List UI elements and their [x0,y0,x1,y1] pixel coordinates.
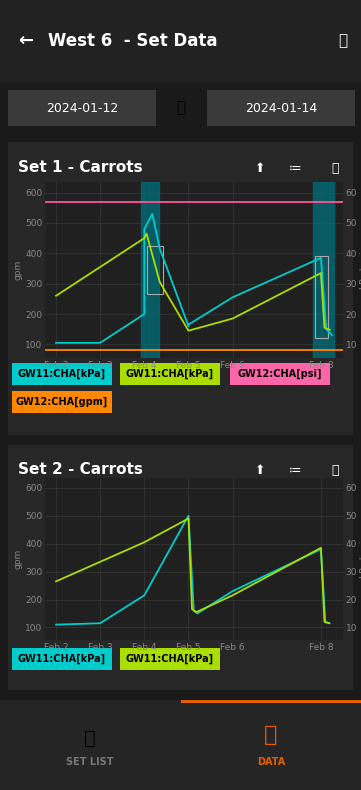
Text: 2024-01-12: 2024-01-12 [46,101,118,115]
Bar [313,182,334,358]
Text: SET LIST: SET LIST [66,757,114,767]
Bar [230,363,330,385]
Text: West 6  - Set Data: West 6 - Set Data [48,32,217,50]
Bar [315,256,328,338]
Text: 🔔: 🔔 [339,33,348,48]
Bar [141,182,159,358]
Bar [0,82,361,135]
Text: ⛶: ⛶ [331,161,339,175]
Y-axis label: kPa | psi: kPa | psi [360,251,361,289]
Bar [8,90,156,126]
Bar [120,648,220,670]
Bar [0,700,361,790]
Bar [120,363,220,385]
Text: 〰: 〰 [264,725,278,745]
Bar [147,246,163,295]
Bar [12,363,112,385]
Text: GW12:CHA[psi]: GW12:CHA[psi] [238,369,322,379]
Y-axis label: gpm: gpm [13,549,22,569]
Bar [180,700,361,703]
Text: 2024-01-14: 2024-01-14 [245,101,317,115]
Bar [8,445,353,690]
Text: ⬆: ⬆ [255,464,265,476]
Text: ≔: ≔ [289,161,301,175]
Text: ⛶: ⛶ [331,464,339,476]
Text: Set 2 - Carrots: Set 2 - Carrots [18,462,143,477]
Text: GW12:CHA[gpm]: GW12:CHA[gpm] [16,397,108,407]
Text: DATA: DATA [257,757,285,767]
Text: ←: ← [18,32,33,50]
Text: 📋: 📋 [84,728,96,747]
Bar [12,391,112,413]
Text: ≔: ≔ [289,464,301,476]
Bar [12,648,112,670]
Text: GW11:CHA[kPa]: GW11:CHA[kPa] [18,369,106,379]
Bar [8,142,353,435]
Y-axis label: gpm: gpm [13,260,22,280]
Text: ⬆: ⬆ [255,161,265,175]
Text: GW11:CHA[kPa]: GW11:CHA[kPa] [126,369,214,379]
Bar [0,0,361,82]
Bar [207,90,355,126]
Text: GW11:CHA[kPa]: GW11:CHA[kPa] [18,654,106,664]
Text: 📅: 📅 [177,100,186,115]
Y-axis label: kPa | psi: kPa | psi [360,540,361,577]
Text: Set 1 - Carrots: Set 1 - Carrots [18,160,143,175]
Text: GW11:CHA[kPa]: GW11:CHA[kPa] [126,654,214,664]
